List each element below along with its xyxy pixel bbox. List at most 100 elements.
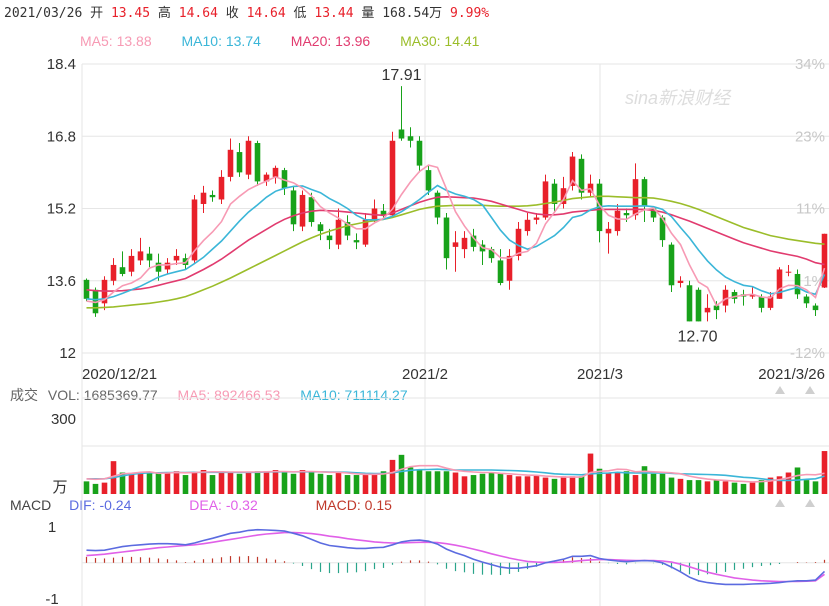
candle-body	[551, 183, 558, 204]
candle-body	[785, 271, 792, 273]
candle-body	[686, 285, 693, 322]
volume-bar	[389, 459, 396, 494]
volume-bar	[209, 475, 216, 494]
price-tick-label: 18.4	[47, 56, 76, 73]
candle-body	[776, 269, 783, 299]
volume-bar	[506, 475, 513, 494]
candle-body	[236, 152, 243, 173]
candle-body	[335, 219, 342, 245]
candle-body	[614, 210, 621, 232]
volume-bar	[281, 472, 288, 494]
ma10-line	[86, 184, 826, 301]
volume-bar	[407, 467, 414, 494]
candle-body	[227, 149, 234, 177]
ma10-legend: MA10: 13.74	[181, 33, 261, 49]
volume-bar	[551, 478, 558, 494]
volume-bar	[533, 475, 540, 494]
ma5-line	[86, 164, 826, 307]
candle-body	[650, 208, 657, 218]
candle-body	[470, 235, 477, 247]
volume-value: 168.54万	[382, 6, 443, 21]
close-value: 14.64	[246, 6, 286, 21]
candle-body	[380, 210, 387, 216]
volume-bar	[515, 476, 522, 494]
volume-bar	[614, 472, 621, 494]
volume-bar	[497, 473, 504, 494]
open-value: 13.45	[110, 6, 151, 21]
volume-bar	[452, 472, 459, 494]
expand-arrow-icon	[775, 386, 785, 394]
volume-bar	[218, 471, 225, 494]
ma30-legend: MA30: 14.41	[400, 33, 480, 49]
candle-body	[569, 156, 576, 186]
price-tick-label: 15.2	[47, 201, 76, 218]
volume-bar	[362, 475, 369, 494]
candle-body	[434, 192, 441, 218]
volume-bar	[119, 472, 126, 494]
candle-body	[452, 242, 459, 247]
collapse-arrow-icon	[805, 386, 815, 394]
volume-bar	[398, 454, 405, 494]
candle-body	[542, 181, 549, 218]
volume-bar	[308, 471, 315, 494]
candle-body	[578, 158, 585, 193]
volume-bar	[785, 472, 792, 494]
vol-ma10-legend: MA10: 711114.27	[300, 387, 408, 403]
ma20-line	[86, 195, 825, 292]
volume-legend: 成交 VOL: 1685369.77 MA5: 892466.53 MA10: …	[10, 385, 434, 405]
candle-body	[119, 267, 126, 274]
macd-tick-label: -1	[45, 591, 58, 606]
candle-body	[794, 273, 801, 295]
volume-bar	[245, 472, 252, 494]
volume-bar	[83, 481, 90, 494]
candle-body	[155, 262, 162, 272]
candle-body	[308, 197, 315, 223]
volume-bar	[605, 472, 612, 494]
volume-bar	[713, 480, 720, 494]
volume-bar	[227, 472, 234, 494]
dif-legend: DIF: -0.24	[69, 497, 132, 513]
candle-body	[812, 305, 819, 311]
volume-bar	[335, 472, 342, 494]
candle-body	[317, 224, 324, 232]
candle-body	[299, 194, 306, 227]
volume-bar	[578, 476, 585, 494]
low-price-annotation: 12.70	[677, 328, 717, 345]
candle-body	[353, 240, 360, 243]
candle-body	[560, 188, 567, 204]
volume-bar	[758, 480, 765, 494]
candle-body	[173, 255, 180, 261]
volume-bar	[164, 472, 171, 494]
volume-bar	[416, 470, 423, 494]
candle-body	[677, 280, 684, 284]
volume-panel-label: 成交	[10, 387, 38, 403]
ma20-legend: MA20: 13.96	[290, 33, 371, 49]
volume-bar	[569, 476, 576, 494]
candle-body	[128, 255, 135, 272]
volume-bar	[749, 482, 756, 494]
candle-body	[524, 219, 531, 232]
volume-bar	[101, 482, 108, 494]
candle-body	[398, 129, 405, 139]
candle-body	[110, 264, 117, 281]
volume-bar	[470, 475, 477, 494]
volume-bar	[155, 472, 162, 494]
volume-bar	[443, 471, 450, 494]
volume-bar	[776, 476, 783, 494]
volume-label: 量	[361, 6, 375, 21]
dif-line	[86, 528, 826, 586]
volume-bar	[488, 472, 495, 494]
candle-body	[659, 217, 666, 241]
volume-ma5-line	[86, 464, 825, 483]
volume-bar	[695, 480, 702, 494]
volume-bar	[344, 475, 351, 494]
volume-bar	[173, 471, 180, 494]
candle-body	[506, 255, 513, 281]
volume-bar	[263, 471, 270, 494]
volume-bar	[299, 470, 306, 494]
candle-body	[515, 228, 522, 256]
candle-body	[137, 251, 144, 261]
candle-body	[821, 233, 828, 288]
macd-panel-label: MACD	[10, 497, 52, 513]
candle-body	[290, 190, 297, 225]
